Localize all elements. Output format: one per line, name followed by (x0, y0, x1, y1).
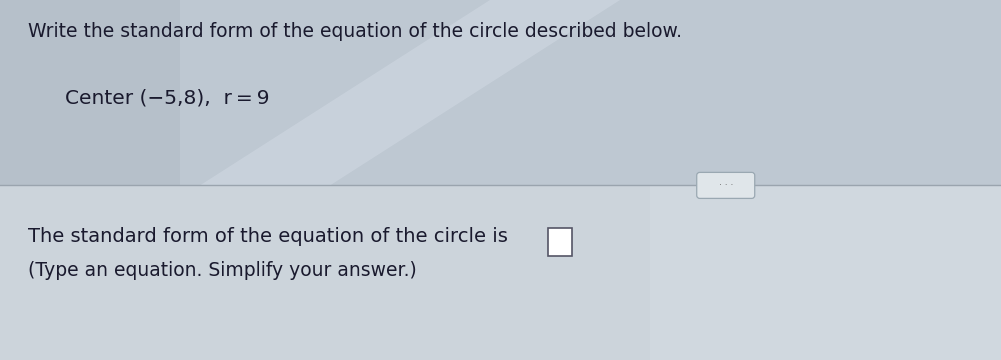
Polygon shape (200, 0, 620, 185)
FancyBboxPatch shape (548, 228, 572, 256)
Text: The standard form of the equation of the circle is: The standard form of the equation of the… (28, 228, 508, 246)
Bar (0, 0, 1001, 185)
Bar (0, 185, 1001, 360)
Text: · · ·: · · · (719, 181, 733, 190)
Text: Center (−5,8),  r = 9: Center (−5,8), r = 9 (65, 88, 269, 107)
Bar (650, 185, 1001, 360)
Text: Write the standard form of the equation of the circle described below.: Write the standard form of the equation … (28, 22, 682, 41)
FancyBboxPatch shape (697, 172, 755, 198)
Text: (Type an equation. Simplify your answer.): (Type an equation. Simplify your answer.… (28, 261, 416, 280)
Bar (0, 0, 180, 185)
